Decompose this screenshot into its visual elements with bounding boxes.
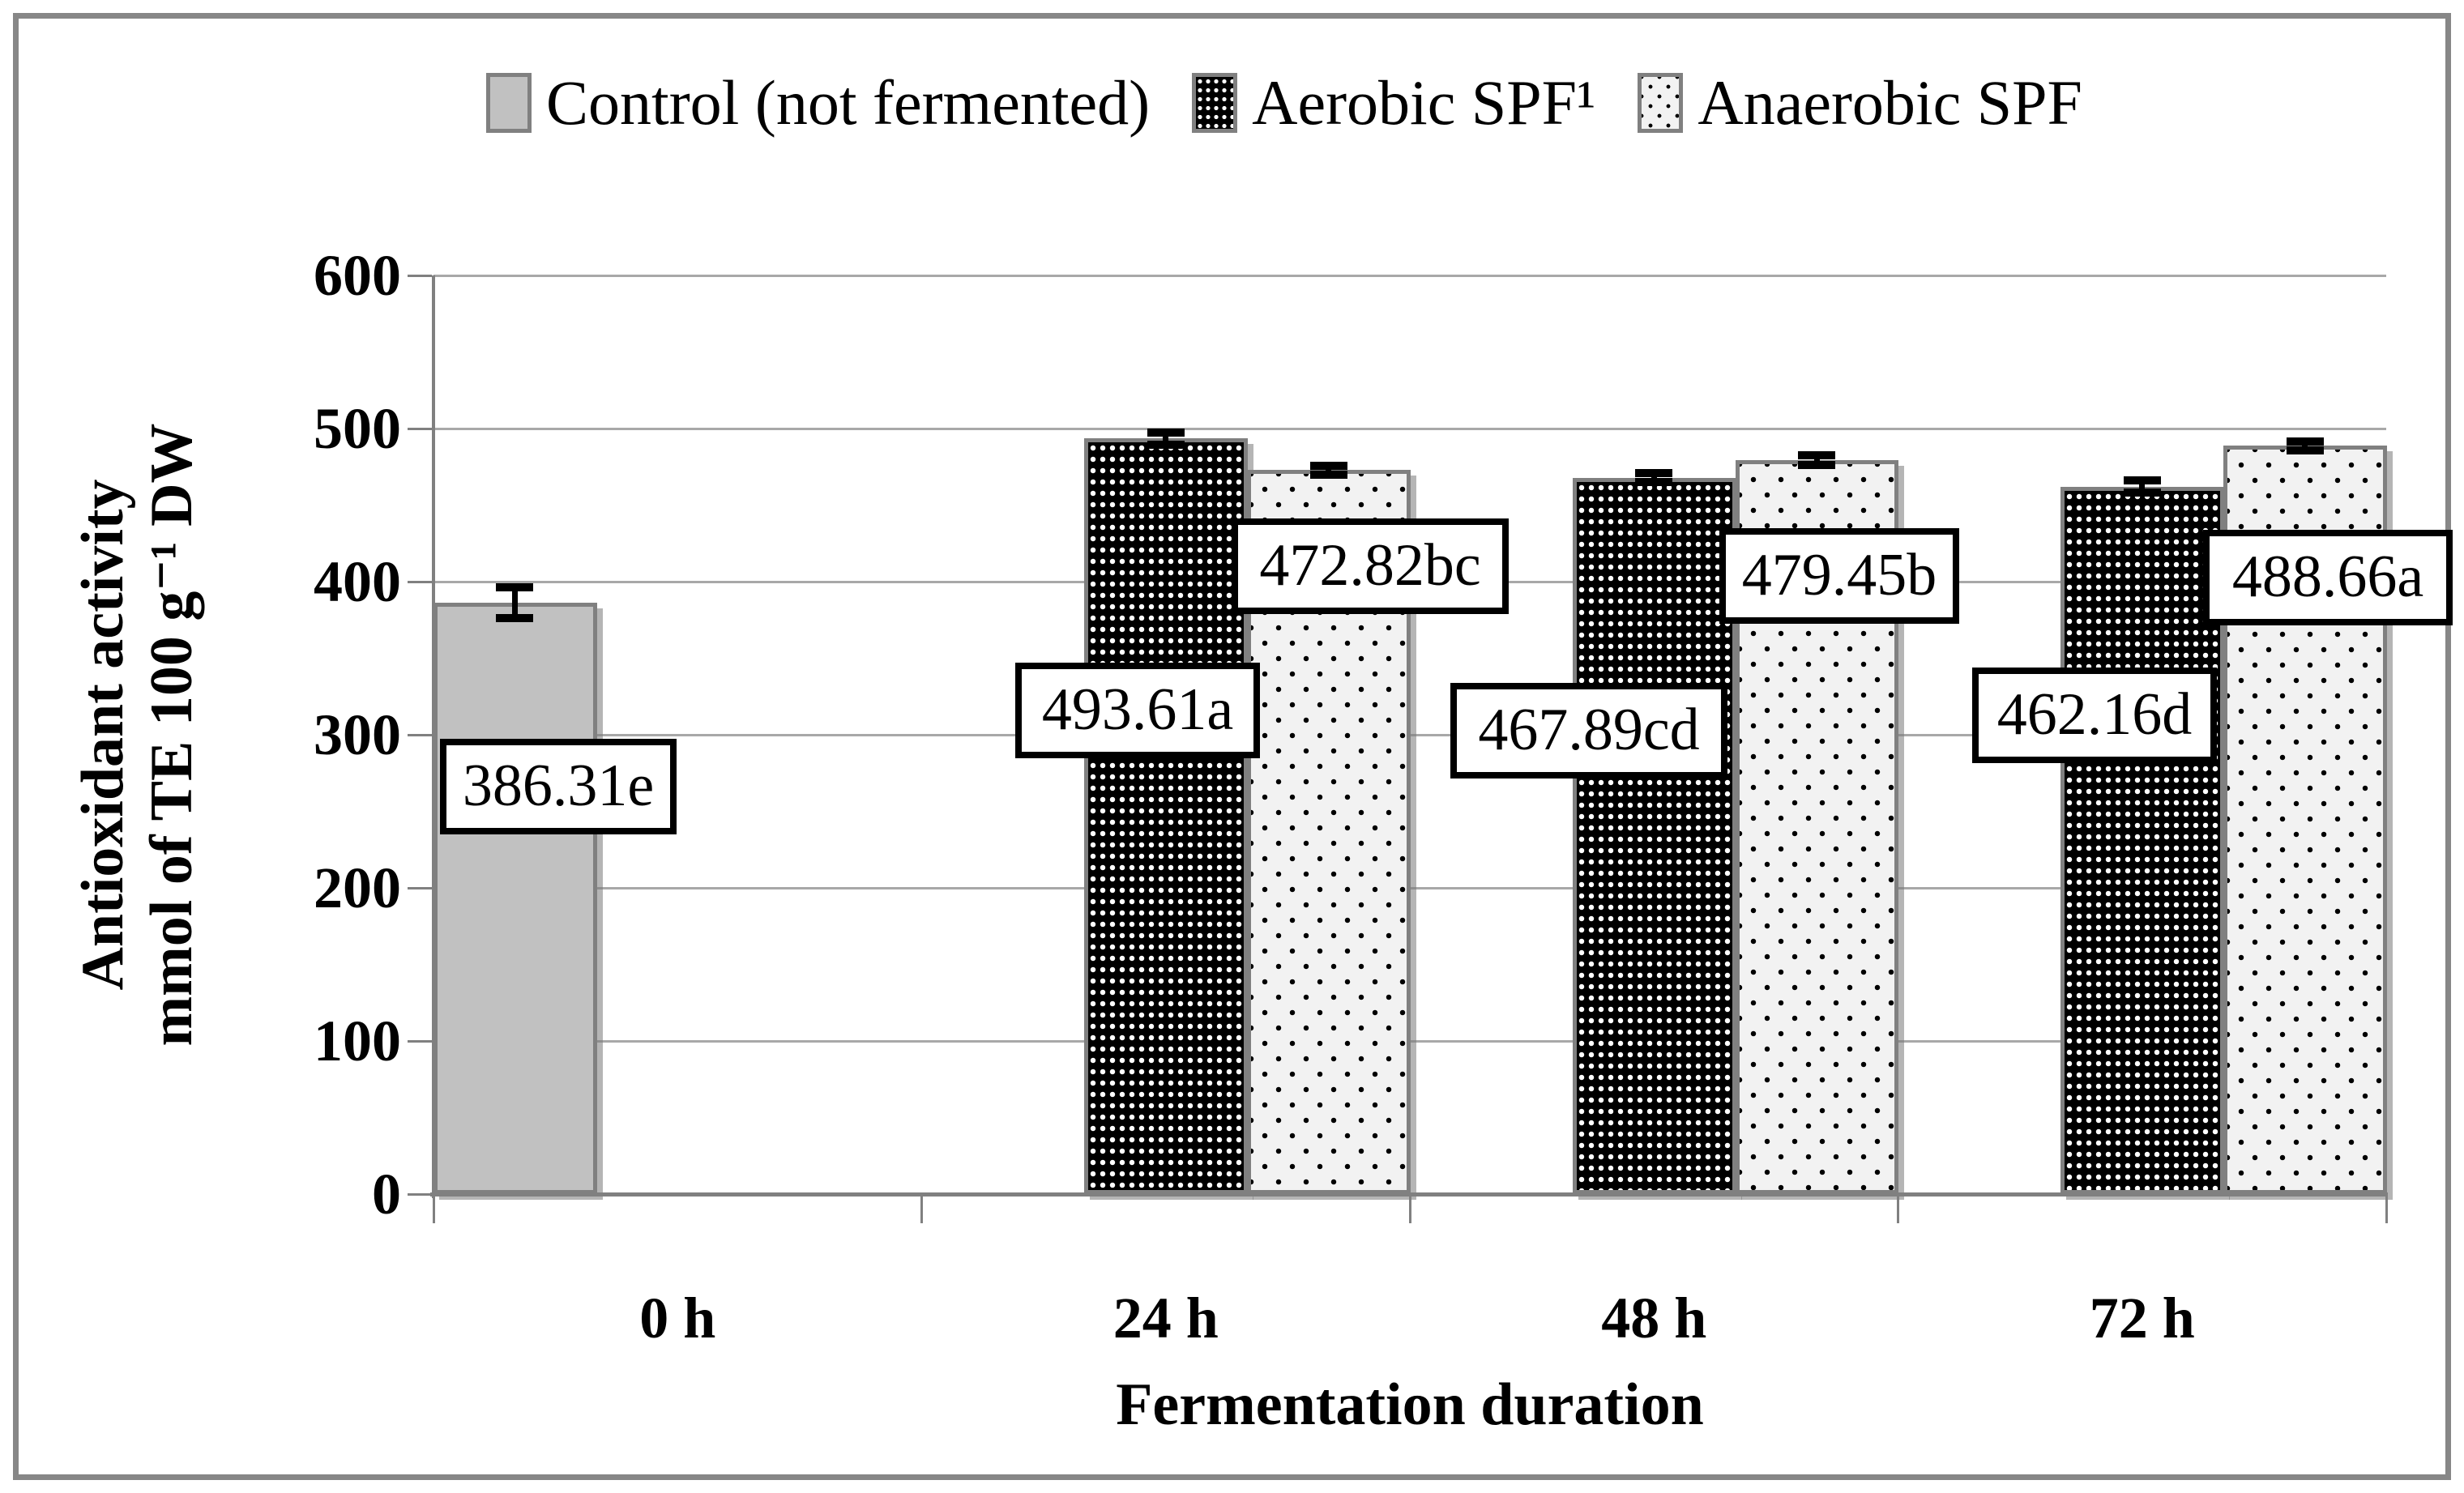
x-axis-boundary-tick bbox=[1408, 1194, 1411, 1223]
legend-swatch-aerobic-icon bbox=[1192, 73, 1238, 133]
gridline-600 bbox=[433, 274, 2386, 277]
y-tick-label-100: 100 bbox=[314, 1009, 401, 1073]
legend-label-control: Control (not fermented) bbox=[546, 67, 1151, 138]
error-bar-cap-top bbox=[1309, 461, 1347, 470]
figure-border bbox=[13, 13, 2451, 1480]
error-bar-cap-top bbox=[1147, 428, 1185, 437]
data-label-box-462.16d: 462.16d bbox=[1972, 668, 2217, 763]
error-bar-stem bbox=[2302, 441, 2308, 451]
error-bar-cap-bottom bbox=[1798, 460, 1836, 469]
data-label-box-488.66a: 488.66a bbox=[2203, 530, 2453, 625]
y-tick-500 bbox=[408, 427, 432, 430]
x-axis-boundary-tick bbox=[432, 1194, 435, 1223]
legend-swatch-control-icon bbox=[486, 73, 532, 133]
legend-item-control: Control (not fermented) bbox=[486, 71, 1150, 134]
y-tick-label-600: 600 bbox=[314, 243, 401, 308]
y-tick-600 bbox=[408, 274, 432, 277]
error-bar-stem bbox=[1813, 455, 1820, 465]
x-axis-boundary-tick bbox=[2385, 1194, 2388, 1223]
error-bar-cap-bottom bbox=[1147, 440, 1185, 449]
error-bar-cap-top bbox=[1798, 451, 1836, 460]
bar-aerobic-48h bbox=[1572, 477, 1736, 1194]
error-bar-cap-bottom bbox=[2286, 446, 2324, 455]
plot-area: 0 100 200 300 400 500 600 0 h 24 h 48 h 72 h 386.31… bbox=[314, 243, 2453, 1350]
error-bar-cap-bottom bbox=[496, 613, 534, 622]
error-bar-stem bbox=[1650, 473, 1657, 483]
legend-label-anaerobic-spf: Anaerobic SPF bbox=[1697, 67, 2082, 138]
error-bar-stem bbox=[511, 587, 518, 618]
y-tick-300 bbox=[408, 733, 432, 736]
y-tick-400 bbox=[408, 580, 432, 583]
error-bar-stem bbox=[2139, 480, 2146, 493]
error-bar-cap-top bbox=[496, 582, 534, 591]
y-tick-100 bbox=[408, 1039, 432, 1043]
error-bar-cap-bottom bbox=[1635, 478, 1673, 487]
data-label-box-386.31e: 386.31e bbox=[440, 739, 677, 834]
gridline-500 bbox=[433, 427, 2386, 430]
bar-control-0h bbox=[433, 602, 597, 1194]
y-tick-label-0: 0 bbox=[372, 1162, 401, 1226]
y-tick-0 bbox=[408, 1192, 432, 1196]
y-tick-label-300: 300 bbox=[314, 702, 401, 767]
legend-swatch-anaerobic-icon bbox=[1638, 73, 1684, 133]
legend-label-aerobic-spf: Aerobic SPF¹ bbox=[1252, 67, 1596, 138]
x-category-label-72h: 72 h bbox=[2089, 1286, 2195, 1350]
x-category-label-48h: 48 h bbox=[1601, 1286, 1707, 1350]
x-axis-title: Fermentation duration bbox=[1116, 1371, 1704, 1438]
y-axis-line bbox=[432, 275, 435, 1198]
y-tick-200 bbox=[408, 886, 432, 889]
legend-item-aerobic-spf: Aerobic SPF¹ bbox=[1192, 71, 1595, 134]
error-bar-cap-top bbox=[2286, 437, 2324, 446]
legend: Control (not fermented) Aerobic SPF¹ Ana… bbox=[486, 71, 2082, 134]
y-axis-title: Antioxidant activity mmol of TE 100 g⁻¹ … bbox=[69, 423, 207, 1046]
bar-aerobic-72h bbox=[2060, 486, 2225, 1194]
error-bar-cap-bottom bbox=[2123, 488, 2161, 497]
error-bar-cap-top bbox=[2123, 476, 2161, 484]
error-bar-cap-top bbox=[1635, 469, 1673, 478]
y-tick-label-200: 200 bbox=[314, 855, 401, 920]
y-tick-label-400: 400 bbox=[314, 549, 401, 614]
data-label-box-479.45b: 479.45b bbox=[1719, 528, 1959, 624]
bar-aerobic-24h bbox=[1084, 438, 1249, 1194]
y-axis-title-line2: mmol of TE 100 g⁻¹ DW bbox=[139, 423, 205, 1047]
y-axis-title-line1: Antioxidant activity bbox=[69, 479, 136, 991]
data-label-box-467.89cd: 467.89cd bbox=[1450, 683, 1727, 778]
data-label-box-493.61a: 493.61a bbox=[1015, 663, 1260, 758]
x-category-label-24h: 24 h bbox=[1112, 1286, 1219, 1350]
error-bar-stem bbox=[1326, 465, 1332, 476]
y-tick-label-500: 500 bbox=[314, 396, 401, 461]
error-bar-stem bbox=[1163, 432, 1169, 445]
x-axis-boundary-tick bbox=[1897, 1194, 1899, 1223]
legend-item-anaerobic-spf: Anaerobic SPF bbox=[1638, 71, 2082, 134]
data-label-box-472.82bc: 472.82bc bbox=[1232, 518, 1509, 614]
x-category-label-0h: 0 h bbox=[639, 1286, 716, 1350]
x-axis-boundary-tick bbox=[920, 1194, 923, 1223]
error-bar-cap-bottom bbox=[1309, 471, 1347, 480]
